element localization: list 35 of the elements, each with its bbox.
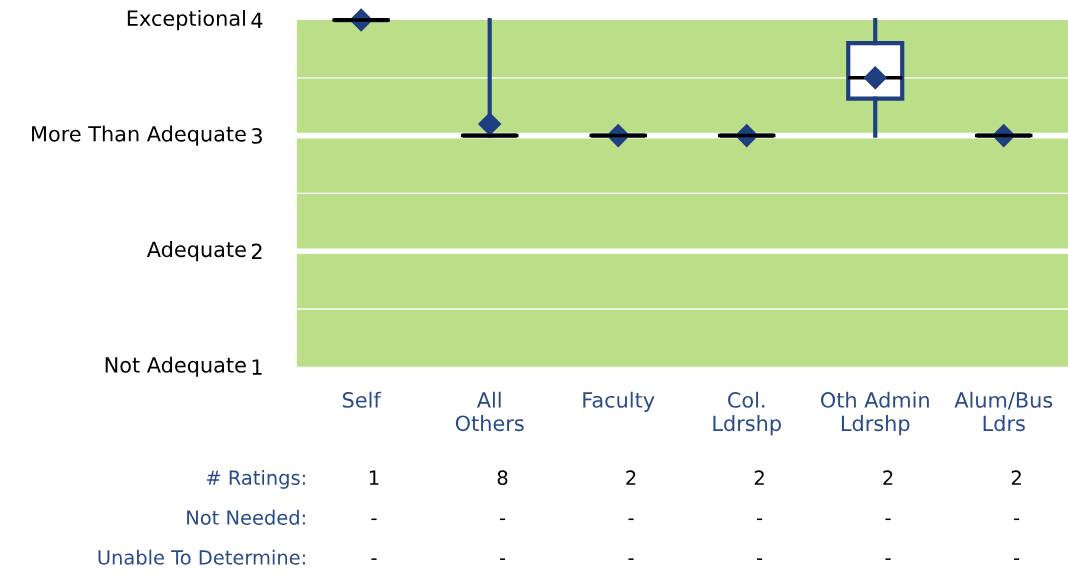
x-tick-label: Faculty [583,391,655,412]
text: - [885,518,891,521]
text: 2 [1011,470,1021,485]
text: - [885,558,891,560]
y-tick-label: 1 [252,359,262,375]
y-tick-label: 3 [251,128,262,144]
text: 2 [626,470,636,485]
text: 2 [754,470,764,485]
text: - [1014,558,1020,560]
text: - [757,518,763,521]
text: - [499,558,506,560]
text: Not Adequate [105,356,246,377]
text: - [628,558,634,560]
text: 1 [369,470,379,485]
y-tick-label: 2 [251,243,262,260]
text: Adequate [146,241,246,262]
x-tick-label: Self [342,391,382,408]
text: Unable To Determine: [98,549,305,565]
x-tick-label: Oth Admin Ldrshp [821,391,929,436]
text: - [371,558,377,560]
text: - [499,518,506,521]
text: Not Needed: [187,509,305,525]
text: 2 [883,470,893,485]
text: - [757,558,763,560]
x-tick-label: Col. Ldrshp [713,391,781,436]
x-tick-label: All Others [455,391,524,432]
text: - [371,518,377,521]
y-tick-label: 4 [251,12,263,28]
text: - [628,518,634,521]
text: # Ratings: [206,469,305,489]
text: 8 [497,470,508,486]
x-tick-label: Alum/Bus Ldrs [954,391,1053,432]
text: Exceptional [127,9,245,31]
text: - [1014,518,1020,521]
text: More Than Adequate [32,125,246,146]
